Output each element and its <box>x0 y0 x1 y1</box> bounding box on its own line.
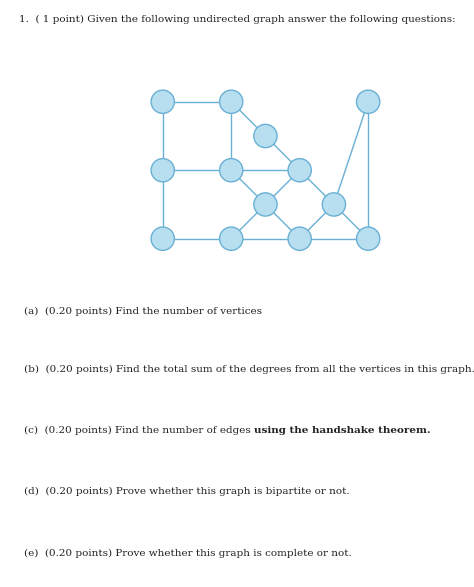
Text: (d)  (0.20 points) Prove whether this graph is bipartite or not.: (d) (0.20 points) Prove whether this gra… <box>24 487 349 497</box>
Circle shape <box>322 193 346 216</box>
Circle shape <box>219 90 243 113</box>
Circle shape <box>151 90 174 113</box>
Circle shape <box>219 158 243 182</box>
Text: (e)  (0.20 points) Prove whether this graph is complete or not.: (e) (0.20 points) Prove whether this gra… <box>24 549 351 558</box>
Text: (b)  (0.20 points) Find the total sum of the degrees from all the vertices in th: (b) (0.20 points) Find the total sum of … <box>24 365 474 375</box>
Text: (a)  (0.20 points) Find the number of vertices: (a) (0.20 points) Find the number of ver… <box>24 306 262 316</box>
Circle shape <box>254 124 277 148</box>
Circle shape <box>356 227 380 250</box>
Circle shape <box>219 227 243 250</box>
Circle shape <box>151 158 174 182</box>
Circle shape <box>356 90 380 113</box>
Text: (c)  (0.20 points) Find the number of edges: (c) (0.20 points) Find the number of edg… <box>24 426 254 435</box>
Circle shape <box>254 193 277 216</box>
Circle shape <box>288 227 311 250</box>
Circle shape <box>288 158 311 182</box>
Circle shape <box>151 227 174 250</box>
Text: 1.  ( 1 point) Given the following undirected graph answer the following questio: 1. ( 1 point) Given the following undire… <box>19 15 456 24</box>
Text: using the handshake theorem.: using the handshake theorem. <box>254 426 430 434</box>
